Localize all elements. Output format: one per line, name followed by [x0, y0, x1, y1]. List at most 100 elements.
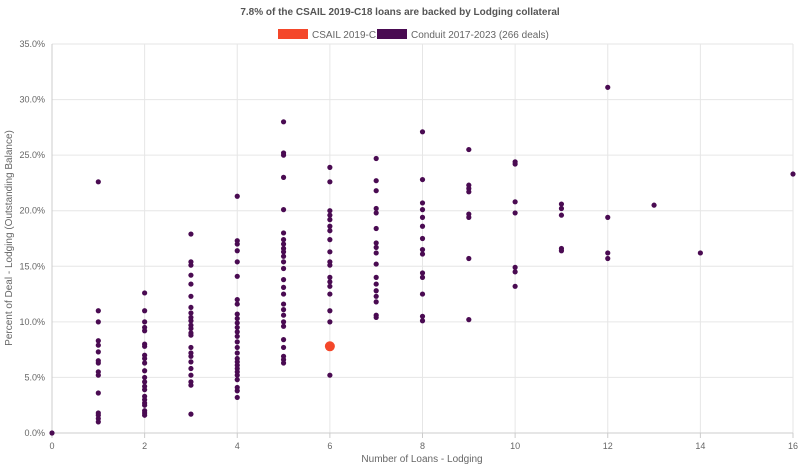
conduit-data-point[interactable] — [373, 244, 379, 250]
conduit-data-point[interactable] — [142, 360, 148, 366]
conduit-data-point[interactable] — [234, 333, 240, 339]
conduit-data-point[interactable] — [605, 255, 611, 262]
conduit-data-point[interactable] — [327, 372, 333, 378]
conduit-data-point[interactable] — [373, 240, 379, 246]
conduit-data-point[interactable] — [373, 205, 379, 212]
conduit-data-point[interactable] — [234, 311, 240, 317]
conduit-data-point[interactable] — [188, 272, 194, 278]
conduit-data-point[interactable] — [419, 214, 426, 220]
conduit-data-point[interactable] — [558, 201, 565, 207]
conduit-data-point[interactable] — [466, 317, 472, 323]
conduit-data-point[interactable] — [373, 288, 379, 294]
conduit-data-point[interactable] — [142, 379, 148, 385]
conduit-data-point[interactable] — [280, 241, 287, 247]
conduit-data-point[interactable] — [188, 304, 194, 311]
conduit-data-point[interactable] — [234, 350, 240, 356]
conduit-data-point[interactable] — [327, 179, 333, 185]
conduit-data-point[interactable] — [188, 411, 194, 417]
conduit-data-point[interactable] — [466, 255, 472, 262]
conduit-data-point[interactable] — [280, 253, 287, 259]
conduit-data-point[interactable] — [95, 390, 101, 396]
conduit-data-point[interactable] — [373, 299, 379, 305]
legend-item-csail[interactable]: CSAIL 2019-C18 — [278, 29, 388, 41]
conduit-data-point[interactable] — [327, 212, 333, 218]
csail-data-point[interactable] — [324, 341, 335, 352]
conduit-data-point[interactable] — [419, 274, 426, 280]
conduit-data-point[interactable] — [95, 342, 101, 348]
conduit-data-point[interactable] — [234, 259, 240, 265]
conduit-data-point[interactable] — [188, 281, 194, 287]
conduit-data-point[interactable] — [280, 237, 287, 243]
conduit-data-point[interactable] — [234, 241, 240, 247]
conduit-data-point[interactable] — [142, 412, 148, 418]
conduit-data-point[interactable] — [419, 129, 426, 135]
conduit-data-point[interactable] — [188, 332, 194, 338]
conduit-data-point[interactable] — [327, 262, 333, 268]
conduit-data-point[interactable] — [142, 290, 148, 296]
conduit-data-point[interactable] — [142, 387, 148, 393]
conduit-data-point[interactable] — [234, 248, 240, 254]
conduit-data-point[interactable] — [419, 291, 426, 297]
legend-item-conduit[interactable]: Conduit 2017-2023 (266 deals) — [377, 29, 549, 41]
conduit-data-point[interactable] — [280, 249, 287, 255]
conduit-data-point[interactable] — [327, 164, 333, 170]
conduit-data-point[interactable] — [188, 310, 194, 316]
conduit-data-point[interactable] — [188, 293, 194, 299]
conduit-data-point[interactable] — [373, 155, 379, 162]
conduit-data-point[interactable] — [95, 360, 101, 366]
conduit-data-point[interactable] — [142, 328, 148, 334]
conduit-data-point[interactable] — [142, 343, 148, 349]
conduit-data-point[interactable] — [697, 250, 703, 256]
conduit-data-point[interactable] — [373, 293, 379, 299]
conduit-data-point[interactable] — [95, 308, 101, 314]
conduit-data-point[interactable] — [419, 223, 426, 229]
conduit-data-point[interactable] — [280, 259, 287, 265]
conduit-data-point[interactable] — [280, 174, 287, 180]
conduit-data-point[interactable] — [605, 84, 611, 90]
conduit-data-point[interactable] — [280, 265, 287, 272]
conduit-data-point[interactable] — [188, 262, 194, 268]
conduit-data-point[interactable] — [512, 210, 518, 216]
conduit-data-point[interactable] — [95, 179, 101, 185]
conduit-data-point[interactable] — [234, 394, 240, 401]
conduit-data-point[interactable] — [373, 261, 379, 267]
conduit-data-point[interactable] — [188, 372, 194, 378]
conduit-data-point[interactable] — [280, 152, 287, 158]
conduit-data-point[interactable] — [558, 205, 565, 212]
conduit-data-point[interactable] — [280, 230, 287, 236]
conduit-data-point[interactable] — [327, 237, 333, 243]
conduit-data-point[interactable] — [512, 283, 518, 289]
conduit-data-point[interactable] — [373, 225, 379, 232]
conduit-data-point[interactable] — [605, 214, 611, 220]
conduit-data-point[interactable] — [373, 188, 379, 194]
conduit-data-point[interactable] — [419, 200, 426, 206]
conduit-data-point[interactable] — [234, 372, 240, 378]
conduit-data-point[interactable] — [234, 320, 240, 326]
conduit-data-point[interactable] — [512, 161, 518, 167]
conduit-data-point[interactable] — [188, 382, 194, 388]
conduit-data-point[interactable] — [512, 264, 518, 270]
conduit-data-point[interactable] — [373, 274, 379, 280]
conduit-data-point[interactable] — [419, 207, 426, 213]
conduit-data-point[interactable] — [419, 313, 426, 319]
conduit-data-point[interactable] — [512, 199, 518, 205]
conduit-data-point[interactable] — [419, 247, 426, 253]
conduit-data-point[interactable] — [605, 250, 611, 256]
conduit-data-point[interactable] — [142, 368, 148, 374]
conduit-data-point[interactable] — [419, 235, 426, 242]
conduit-data-point[interactable] — [142, 355, 148, 362]
conduit-data-point[interactable] — [280, 312, 287, 318]
conduit-data-point[interactable] — [790, 171, 796, 177]
conduit-data-point[interactable] — [327, 223, 333, 229]
conduit-data-point[interactable] — [327, 283, 333, 289]
conduit-data-point[interactable] — [280, 301, 287, 307]
conduit-data-point[interactable] — [280, 307, 287, 313]
conduit-data-point[interactable] — [373, 314, 379, 321]
conduit-data-point[interactable] — [327, 274, 333, 280]
conduit-data-point[interactable] — [466, 146, 472, 153]
conduit-data-point[interactable] — [95, 338, 101, 344]
conduit-data-point[interactable] — [188, 365, 194, 372]
conduit-data-point[interactable] — [327, 217, 333, 223]
conduit-data-point[interactable] — [373, 210, 379, 216]
conduit-data-point[interactable] — [280, 277, 287, 283]
